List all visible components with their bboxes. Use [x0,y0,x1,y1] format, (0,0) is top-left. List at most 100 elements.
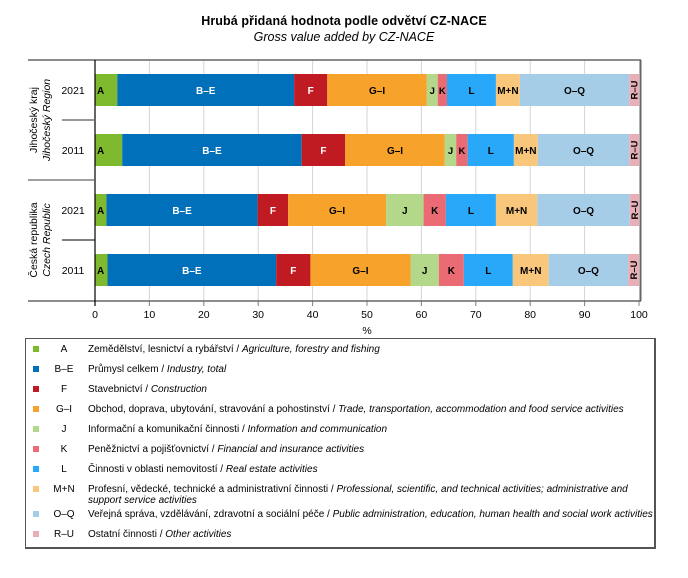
chart-title: Hrubá přidaná hodnota podle odvětví CZ-N… [201,14,487,28]
group-label-en: Czech Republic [41,202,53,276]
bar-label: R–U [630,80,641,99]
bar-label: O–Q [573,146,594,157]
legend-swatch-icon [33,366,39,372]
bar-segment-f [294,74,328,106]
bar-segment-j [410,254,439,286]
bar-segment-be [117,74,295,106]
bar-segment-f [257,194,289,226]
legend-swatch-icon [33,426,39,432]
bar-label: O–Q [564,86,585,97]
x-tick-label: 100 [630,309,648,321]
bar-segment-ru [629,134,639,166]
bar-label: G–I [329,206,345,217]
legend-code: M+N [53,484,75,495]
group-label-cz: Česká republika [27,202,40,277]
bar-segment-m+n [513,134,538,166]
x-tick-label: 40 [307,309,319,321]
bar-label: F [290,266,296,277]
bar-label: M+N [520,266,541,277]
x-tick-label: 70 [470,309,482,321]
bar-segment-j [426,74,438,106]
bar-label: J [430,86,435,97]
legend-swatch-icon [33,446,39,452]
legend-label-cz: Profesní, vědecké, technické a administr… [88,484,329,495]
legend-swatch-icon [33,531,39,537]
legend-label-en: Construction [150,384,207,395]
bar-label: K [431,206,439,217]
bar-segment-l [467,134,514,166]
bar-segment-be [122,134,302,166]
bar-segment-k [437,74,447,106]
bar-label: B–E [196,86,216,97]
legend-label-cz: Průmysl celkem [88,364,159,375]
legend-description: Informační a komunikační činnosti / Info… [88,424,648,435]
bar-segment-j [386,194,424,226]
legend-code: L [61,464,67,475]
x-tick-label: 30 [252,309,264,321]
legend-separator: / [324,509,333,520]
bar-label: F [270,206,276,217]
chart-subtitle: Gross value added by CZ-NACE [253,30,435,44]
bar-label: M+N [515,146,536,157]
bar-segment-m+n [495,74,520,106]
bar-segment-oq [537,134,630,166]
legend-description: Činnosti v oblasti nemovitostí / Real es… [88,464,648,475]
legend-label-cz: Ostatní činnosti [88,529,157,540]
legend-description: Veřejná správa, vzdělávání, zdravotní a … [88,509,653,520]
bar-label: B–E [182,266,202,277]
bar-label: R–U [630,200,641,219]
chart-frame [28,59,642,306]
legend-label-cz: Veřejná správa, vzdělávání, zdravotní a … [88,509,325,520]
bar-segment-l [445,194,496,226]
legend-swatch-icon [33,406,39,412]
bar-label: A [97,146,104,157]
group-label-en: Jihočeský Region [41,79,53,162]
bar-label: J [448,146,453,157]
legend-description: Peněžnictví a pojišťovnictví / Financial… [88,444,648,455]
bar-segment-ru [628,254,639,286]
legend-label-en: Real estate activities [225,464,318,475]
legend-separator: / [328,484,337,495]
legend-code: O–Q [53,509,75,520]
bar-segment-a [95,134,123,166]
bar-segment-j [444,134,457,166]
bars: A B–E F G–I J K L M+N O–Q R–UA B–E F G–I J K L M+N O–Q R–U… [95,74,641,286]
legend-code: F [60,384,68,395]
x-tick-label: 50 [361,309,373,321]
bar-segment-gi [345,134,445,166]
legend-label-cz: Zemědělství, lesnictví a rybářství [88,344,234,355]
bar-segment-oq [519,74,630,106]
x-axis-title: % [362,325,371,337]
legend-swatch-icon [33,466,39,472]
legend-label-en: Professional, scientific, and technical … [88,484,628,506]
bar-segment-m+n [495,194,538,226]
legend-description: Ostatní činnosti / Other activities [88,529,648,540]
legend-label-en: Financial and insurance activities [217,444,365,455]
bar-segment-a [95,254,108,286]
bar-segment-f [301,134,346,166]
bar-segment-be [107,254,277,286]
legend-separator: / [158,364,167,375]
bar-label: A [97,266,104,277]
bar-label: J [402,206,408,217]
x-tick-label: 90 [579,309,591,321]
bar-label: B–E [172,206,192,217]
bar-segment-be [106,194,258,226]
bar-label: K [448,266,456,277]
legend-swatch-icon [33,346,39,352]
bar-label: M+N [506,206,527,217]
bar-segment-gi [288,194,387,226]
legend-label-cz: Peněžnictví a pojišťovnictví [88,444,210,455]
bar-segment-m+n [512,254,549,286]
legend: A Zemědělství, lesnictví a rybářství / Ag… [25,338,656,549]
bar-label: K [439,86,446,97]
bar-label: F [308,86,314,97]
legend-code: R–U [53,529,74,540]
legend-code: A [60,344,68,355]
legend-separator: / [217,464,226,475]
bar-label: L [488,146,494,157]
legend-label-en: Trade, transportation, accommodation and… [338,404,624,415]
bar-segment-ru [629,194,639,226]
bar-label: G–I [352,266,368,277]
legend-description: Stavebnictví / Construction [88,384,648,395]
